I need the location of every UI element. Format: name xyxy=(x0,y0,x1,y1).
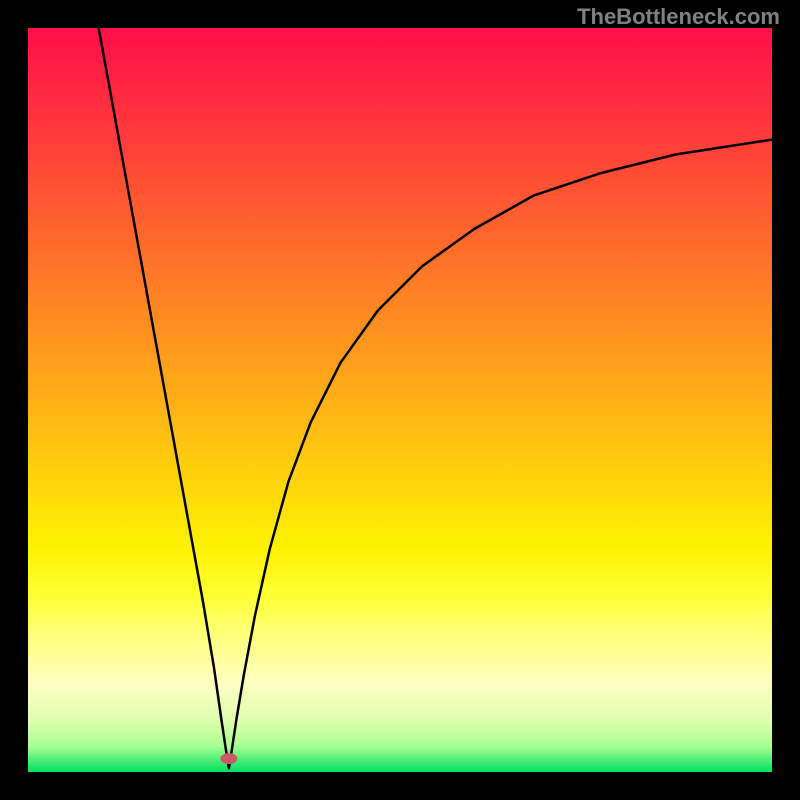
chart-frame: TheBottleneck.com xyxy=(0,0,800,800)
plot-svg xyxy=(28,28,772,772)
watermark-text: TheBottleneck.com xyxy=(577,4,780,30)
plot-background xyxy=(28,28,772,772)
notch-marker xyxy=(221,754,237,764)
plot-area xyxy=(28,28,772,772)
